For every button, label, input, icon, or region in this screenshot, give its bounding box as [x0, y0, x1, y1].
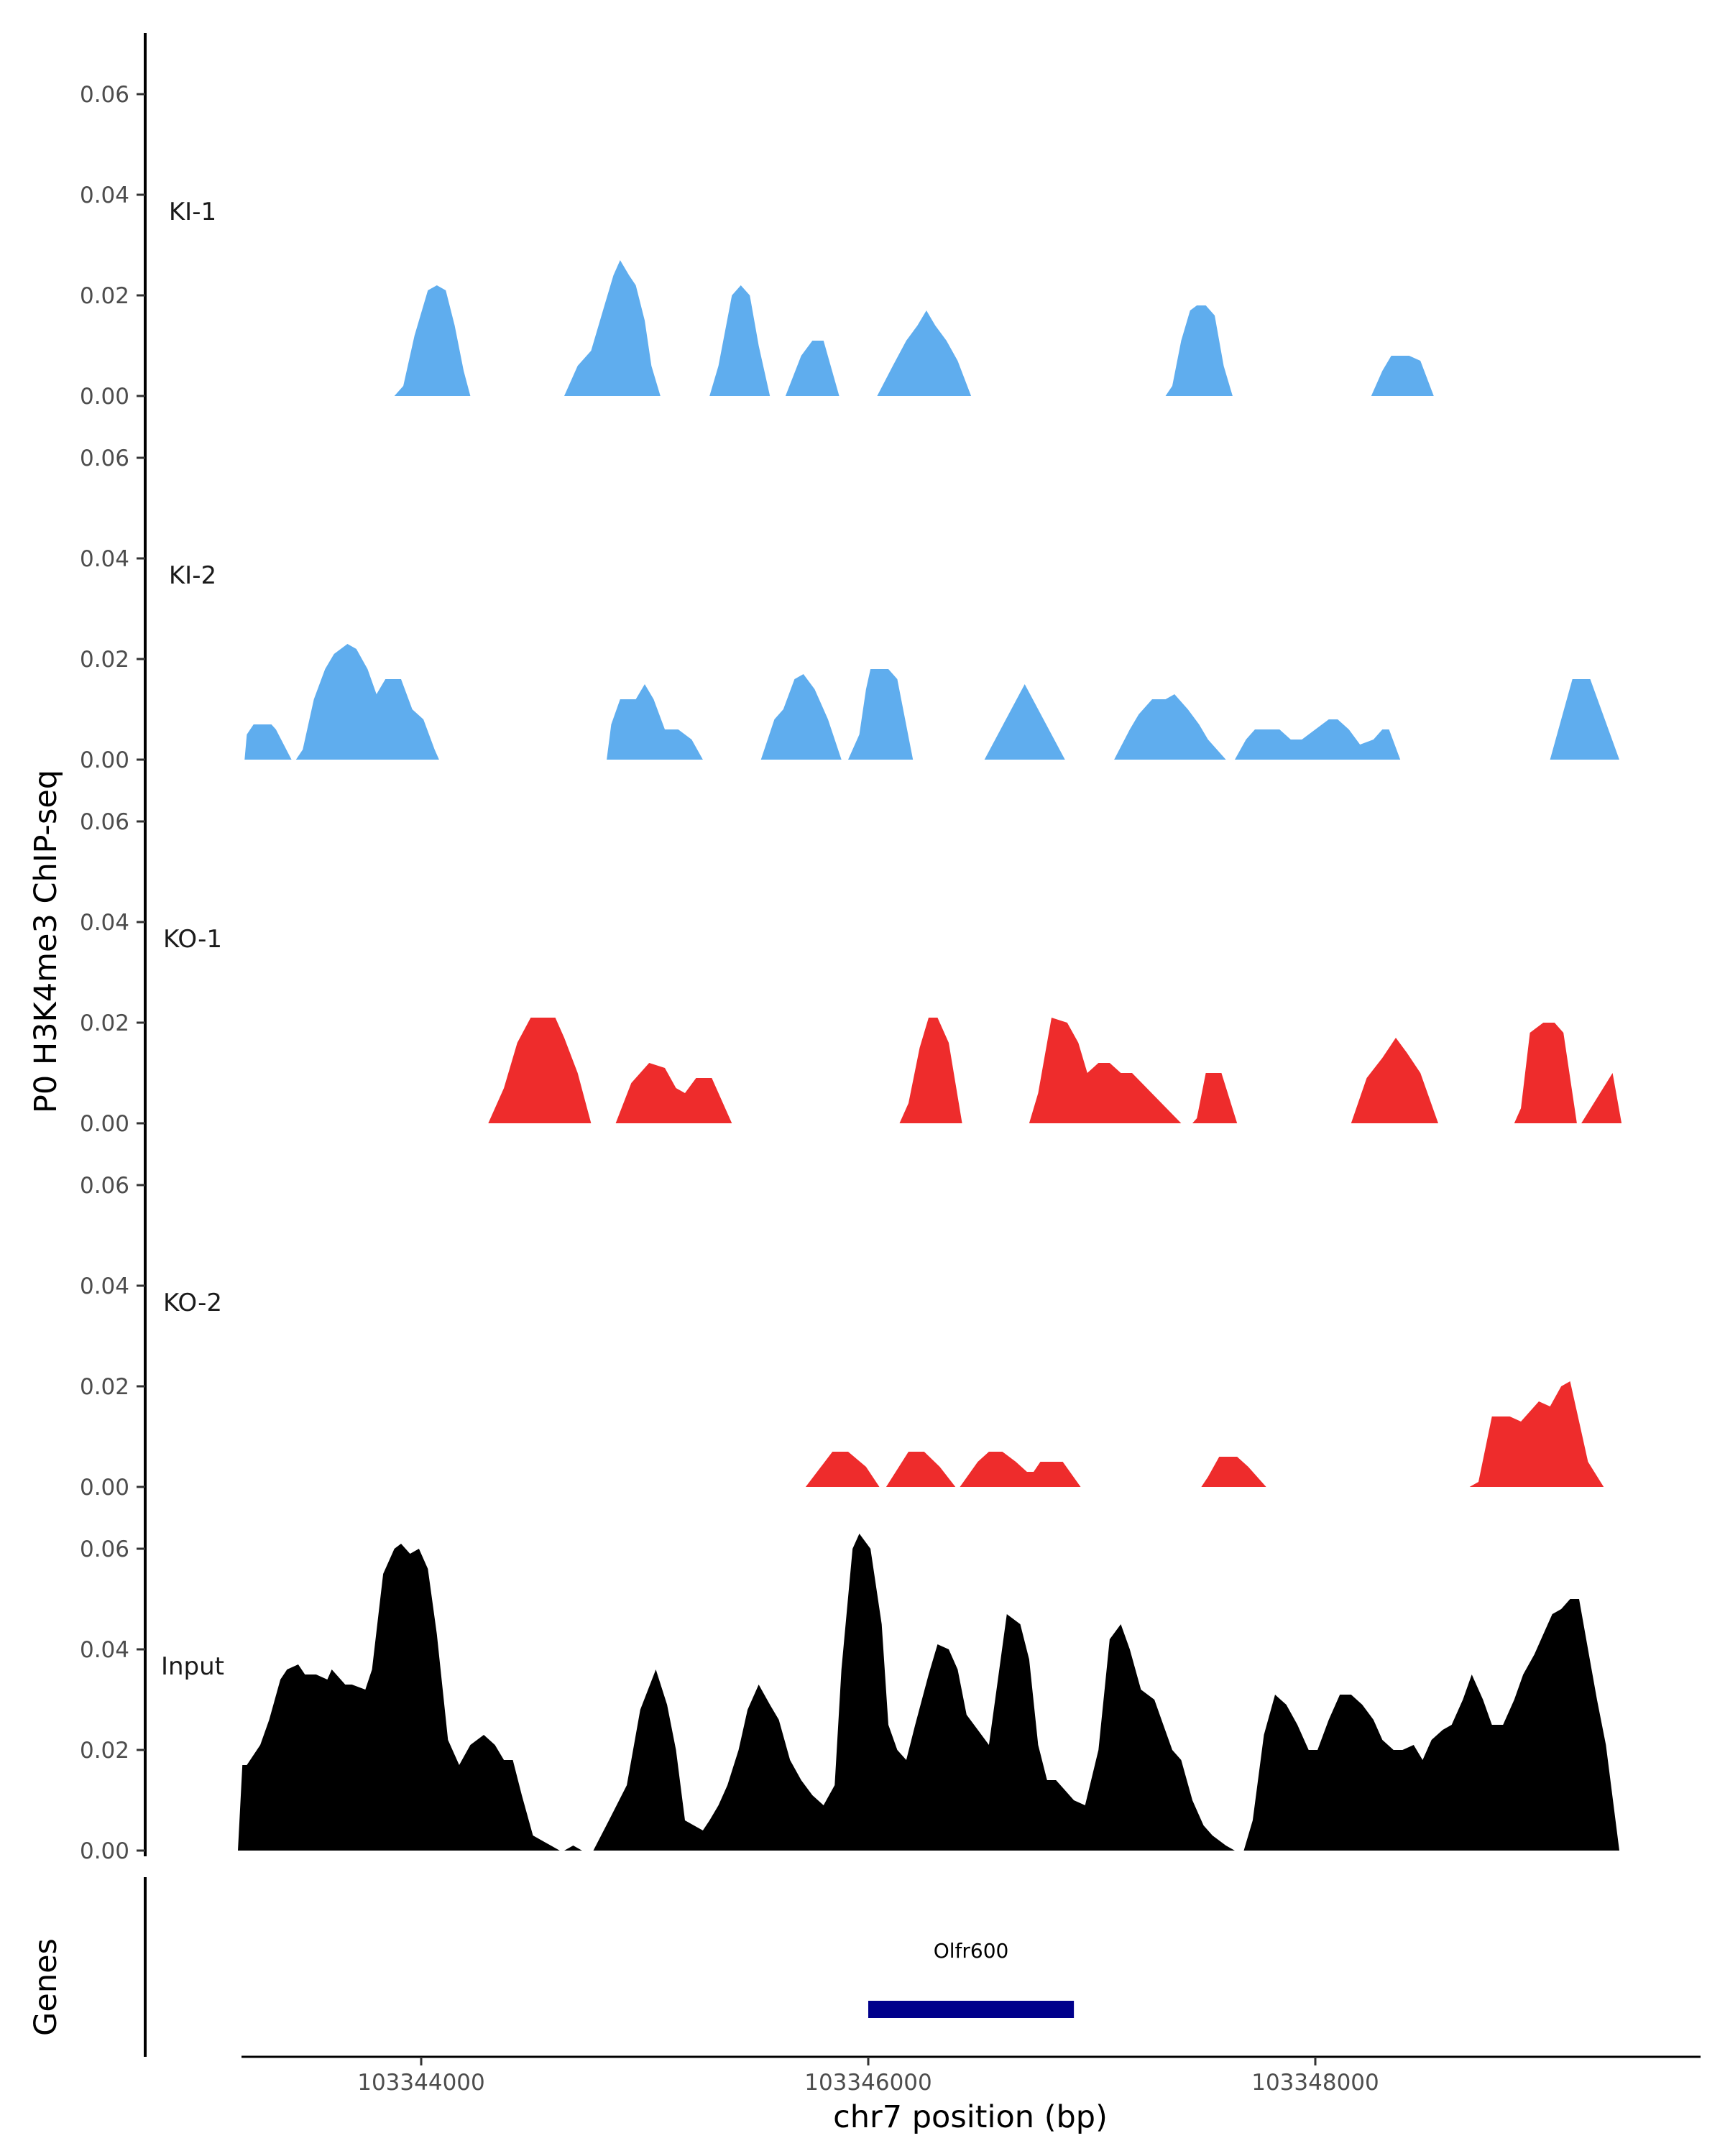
- signal-peak-ki-1-5: [1165, 305, 1233, 396]
- x-tick-label-1: 103346000: [804, 2070, 932, 2096]
- signal-peak-ko-2-3: [1201, 1457, 1266, 1487]
- track-ko-2: 0.00 0.02 0.04 0.06 KO-2: [80, 1124, 1604, 1501]
- signal-peak-ko-1-1: [615, 1063, 732, 1123]
- signal-peak-ki-2-8: [1550, 679, 1619, 760]
- signal-peak-ko-2-1: [886, 1452, 956, 1487]
- gene-label-olfr600: Olfr600: [934, 1939, 1009, 1963]
- signal-peak-ko-2-4: [1469, 1381, 1604, 1487]
- signal-peak-ki-2-0: [244, 724, 292, 760]
- signal-peak-ki-1-4: [877, 310, 972, 396]
- y-tick-label-ko-2-2: 0.04: [80, 1273, 129, 1299]
- y-tick-label-ki-1-3: 0.06: [80, 82, 129, 108]
- y-tick-label-input-1: 0.02: [80, 1738, 129, 1764]
- y-tick-label-ko-1-3: 0.06: [80, 809, 129, 835]
- y-tick-label-ki-2-1: 0.02: [80, 647, 129, 673]
- signal-peak-ki-1-1: [564, 260, 661, 396]
- signal-peak-ki-1-2: [709, 285, 770, 396]
- signal-peak-ki-2-2: [607, 684, 703, 760]
- signal-peak-ko-1-3: [1029, 1018, 1182, 1123]
- signal-peak-input-2: [1243, 1599, 1619, 1851]
- gene-bar-olfr600: [868, 2001, 1075, 2018]
- track-ki-2: 0.00 0.02 0.04 0.06 KI-2: [80, 397, 1619, 773]
- x-axis: 103344000 103346000 103348000: [242, 2055, 1701, 2096]
- y-tick-label-ki-2-3: 0.06: [80, 446, 129, 471]
- y-tick-label-ki-2-2: 0.04: [80, 546, 129, 572]
- signal-peak-ko-2-2: [960, 1452, 1081, 1487]
- signal-peak-input-0: [238, 1544, 587, 1851]
- y-tick-label-ko-1-0: 0.00: [80, 1111, 129, 1137]
- y-tick-label-ko-1-1: 0.02: [80, 1010, 129, 1036]
- track-label-ki-2: KI-2: [169, 561, 216, 590]
- signal-peak-ki-1-0: [394, 285, 471, 396]
- y-tick-label-input-2: 0.04: [80, 1637, 129, 1663]
- y-tick-label-ki-2-0: 0.00: [80, 747, 129, 773]
- track-label-ki-1: KI-1: [169, 198, 216, 226]
- signal-peak-ko-1-6: [1514, 1023, 1577, 1123]
- signal-peak-ko-1-5: [1351, 1038, 1438, 1123]
- track-label-ko-2: KO-2: [163, 1289, 222, 1317]
- genes-track: Genes Olfr600: [28, 1877, 1075, 2057]
- signal-peak-ki-2-3: [760, 674, 842, 760]
- track-label-input: Input: [161, 1652, 224, 1681]
- y-tick-label-ko-2-0: 0.00: [80, 1475, 129, 1501]
- track-label-ko-1: KO-1: [163, 925, 222, 954]
- signal-peak-ko-1-2: [899, 1018, 962, 1123]
- signal-peak-ko-1-4: [1192, 1073, 1238, 1123]
- y-tick-label-input-0: 0.00: [80, 1838, 129, 1864]
- signal-peak-ki-1-3: [785, 341, 840, 396]
- signal-peak-ki-2-7: [1235, 719, 1401, 760]
- x-axis-title: chr7 position (bp): [833, 2099, 1108, 2135]
- y-tick-label-ko-1-2: 0.04: [80, 910, 129, 936]
- y-tick-label-input-3: 0.06: [80, 1537, 129, 1562]
- y-tick-label-ki-1-0: 0.00: [80, 384, 129, 410]
- y-tick-label-ko-2-3: 0.06: [80, 1173, 129, 1199]
- x-tick-label-2: 103348000: [1251, 2070, 1379, 2096]
- track-ki-1: 0.00 0.02 0.04 0.06 KI-1: [80, 33, 1434, 410]
- signal-peak-ki-1-6: [1371, 356, 1434, 396]
- signal-peak-ki-2-5: [984, 684, 1065, 760]
- signal-peak-input-1: [593, 1534, 1235, 1851]
- signal-peak-ki-2-1: [295, 644, 439, 760]
- y-tick-label-ki-1-2: 0.04: [80, 183, 129, 208]
- tracks-layer: 0.00 0.02 0.04 0.06 KI-1 0.00 0.02 0.04 0.06 KI-2…: [80, 33, 1622, 1864]
- track-ko-1: 0.00 0.02 0.04 0.06 KO-1: [80, 760, 1622, 1137]
- y-tick-label-ko-2-1: 0.02: [80, 1374, 129, 1400]
- signal-peak-ko-2-0: [805, 1452, 880, 1487]
- signal-peak-ko-1-7: [1581, 1073, 1622, 1123]
- signal-peak-ki-2-6: [1114, 694, 1226, 760]
- genes-track-label: Genes: [28, 1938, 64, 2036]
- x-tick-label-0: 103344000: [357, 2070, 485, 2096]
- signal-peak-ko-1-0: [488, 1018, 592, 1123]
- track-input: 0.00 0.02 0.04 0.06 Input: [80, 1488, 1619, 1864]
- y-axis-title: P0 H3K4me3 ChIP-seq: [28, 770, 64, 1113]
- y-tick-label-ki-1-1: 0.02: [80, 283, 129, 309]
- signal-peak-ki-2-4: [848, 669, 914, 760]
